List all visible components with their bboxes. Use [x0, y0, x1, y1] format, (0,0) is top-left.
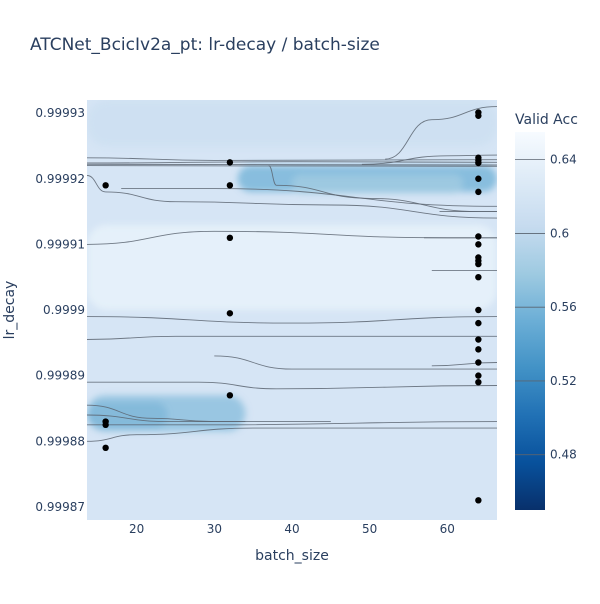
x-tick-label: 50 — [362, 522, 377, 536]
colorbar-tick-label: 0.56 — [550, 300, 577, 314]
trial-points — [102, 109, 482, 504]
contour-line — [87, 414, 246, 423]
colorbar-tick-label: 0.64 — [550, 153, 577, 167]
y-tick-label: 0.99993 — [35, 106, 85, 120]
contour-line — [87, 404, 331, 423]
trial-point — [475, 241, 482, 248]
trial-point — [226, 182, 234, 189]
trial-point — [475, 233, 482, 240]
trial-point — [226, 392, 234, 399]
colorbar-title: Valid Acc — [515, 112, 578, 128]
contour-line — [87, 316, 497, 324]
y-tick-label: 0.99989 — [35, 369, 85, 383]
trial-point — [226, 310, 234, 317]
trial-point — [475, 159, 482, 167]
trial-point — [475, 306, 482, 314]
y-tick-label: 0.99987 — [35, 500, 85, 514]
contour-region — [292, 174, 463, 194]
trial-point — [226, 159, 234, 166]
contour-line — [87, 335, 497, 340]
contour-line — [87, 175, 497, 219]
contour-lines — [87, 106, 497, 442]
colorbar-tick-label: 0.52 — [550, 374, 577, 388]
x-tick-label: 40 — [284, 522, 299, 536]
trial-point — [475, 378, 482, 386]
x-axis-ticks: 20 30 40 50 60 — [129, 522, 455, 536]
trial-point — [102, 444, 109, 452]
y-tick-label: 0.99992 — [35, 172, 85, 186]
trial-point — [475, 497, 482, 504]
plot-area — [87, 100, 497, 520]
y-tick-label: 0.9999 — [43, 303, 85, 317]
colorbar: Valid Acc 0.48 0.52 0.56 0.6 0.64 — [515, 112, 578, 510]
colorbar-ticks: 0.48 0.52 0.56 0.6 0.64 — [515, 153, 577, 462]
trial-point — [226, 234, 234, 242]
contour-line — [431, 362, 497, 367]
trial-point — [475, 112, 482, 119]
contour-line — [385, 106, 497, 160]
contour-line — [87, 165, 497, 167]
y-axis-label: lr_decay — [2, 281, 18, 340]
trial-point — [475, 359, 482, 366]
chart-title: ATCNet_BcicIv2a_pt: lr-decay / batch-siz… — [30, 35, 380, 55]
contour-line — [87, 421, 497, 426]
trial-point — [102, 421, 109, 429]
trial-point — [475, 188, 482, 196]
colorbar-scale — [515, 132, 545, 510]
contour-line — [214, 355, 497, 370]
contour-line — [87, 157, 497, 161]
y-tick-label: 0.99991 — [35, 237, 85, 251]
trial-point — [102, 182, 109, 189]
x-tick-label: 30 — [207, 522, 222, 536]
contour-region — [87, 224, 497, 310]
trial-point — [475, 273, 482, 281]
colorbar-tick-label: 0.6 — [550, 226, 569, 240]
trial-point — [475, 336, 482, 343]
contour-fill-regions — [87, 100, 497, 432]
contour-region — [87, 395, 246, 432]
trial-point — [475, 319, 482, 327]
contour-region — [87, 100, 497, 146]
trial-point — [475, 372, 482, 379]
x-tick-label: 60 — [440, 522, 455, 536]
trial-point — [475, 260, 482, 268]
contour-line — [87, 381, 497, 390]
contour-line — [121, 188, 497, 207]
contour-line — [87, 161, 497, 164]
contour-line — [87, 163, 497, 166]
x-tick-label: 20 — [129, 522, 144, 536]
trial-point — [475, 346, 482, 353]
trial-point — [475, 175, 482, 182]
contour-line — [87, 427, 497, 442]
y-axis-ticks: 0.99987 0.99988 0.99989 0.9999 0.99991 0.9999… — [35, 106, 85, 514]
y-tick-label: 0.99988 — [35, 434, 85, 448]
colorbar-tick-label: 0.48 — [550, 448, 577, 462]
x-axis-label: batch_size — [255, 548, 329, 564]
